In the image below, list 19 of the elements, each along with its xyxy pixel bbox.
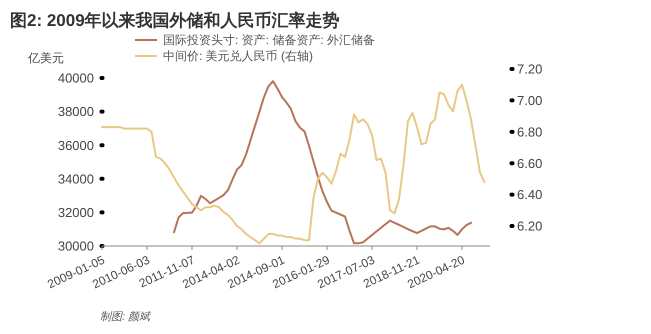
y2-tick-label: 7.20 [517, 62, 542, 77]
y2-tick-label: 6.40 [517, 187, 542, 202]
y-tick-label: 30000 [58, 238, 94, 254]
legend-label: 中间价: 美元兑人民币 (右轴) [163, 49, 313, 64]
y2-tick-label: 6.60 [517, 156, 542, 171]
y-axis-title: 亿美元 [27, 51, 64, 65]
y-tick-label: 40000 [58, 70, 94, 86]
y2-tick-label: 6.20 [517, 218, 542, 234]
line-series [101, 84, 486, 244]
y-tick-label: 32000 [58, 204, 94, 220]
y-tick-label: 34000 [58, 171, 94, 186]
line-series [173, 80, 472, 244]
text: 制图: 颜斌 [100, 310, 152, 323]
y2-tick-label: 7.00 [517, 92, 542, 108]
legend-label: 国际投资头寸: 资产: 储备资产: 外汇储备 [163, 33, 376, 48]
chart-title: 图2: 2009年以来我国外储和人民币汇率走势 [10, 11, 340, 30]
y2-tick-label: 6.80 [517, 124, 542, 140]
y-tick-label: 36000 [58, 138, 94, 153]
y-tick-label: 38000 [58, 104, 94, 120]
